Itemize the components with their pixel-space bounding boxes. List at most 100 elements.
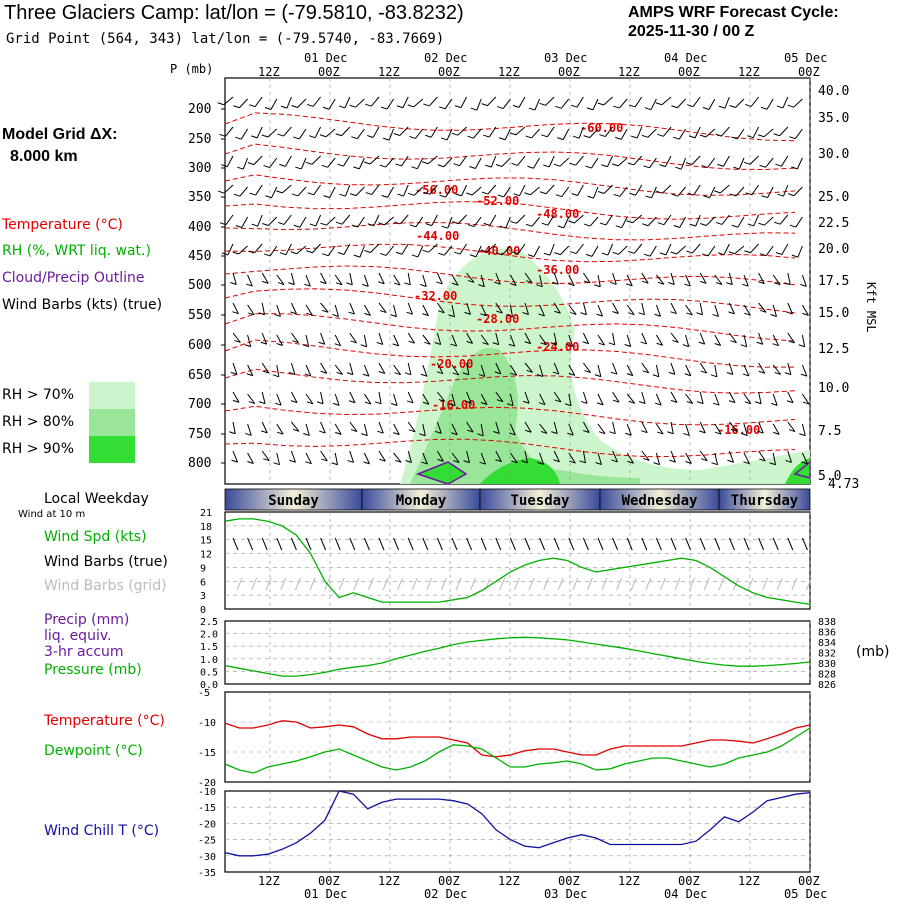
wind-barb-flag: [321, 253, 329, 257]
wind-barb-flag: [441, 225, 448, 229]
wind-barb-shaft: [763, 128, 774, 138]
wind-barb-shaft: [524, 421, 532, 433]
wind-barb-flag: [332, 402, 340, 406]
wind-barb-shaft: [758, 391, 762, 404]
wind-barb-flag: [670, 311, 677, 315]
wind-barb-flag: [218, 190, 225, 194]
height-tick-label: 40.0: [818, 84, 849, 99]
wind-barb-shaft: [532, 157, 541, 169]
wind10-barb: [290, 537, 297, 551]
wind-barb-shaft: [641, 450, 650, 461]
wind-barb-shaft: [626, 364, 634, 376]
wind-barb-shaft: [238, 245, 248, 255]
wind-barb-flag: [669, 459, 676, 463]
wind-barb-shaft: [553, 302, 561, 314]
wind-barb-shaft: [296, 245, 307, 255]
wind-barb-shaft: [665, 243, 672, 256]
wind-barb-shaft: [568, 423, 574, 436]
pressure-tick-label: 500: [188, 278, 211, 293]
wind-barb-shaft: [694, 126, 701, 139]
height-tick-label: 25.0: [818, 190, 849, 205]
wind-barb-flag: [717, 252, 725, 256]
wind-barb-flag: [494, 281, 501, 285]
wind-barb-shaft: [241, 216, 249, 228]
pressure-tick-label: 832: [818, 649, 836, 660]
wind-barb-shaft: [647, 216, 657, 227]
wind-barb-flag: [221, 252, 229, 256]
wind-barb-flag: [601, 164, 608, 168]
wind-barb-flag: [640, 341, 647, 345]
wind-barb-flag: [304, 373, 312, 377]
wind-barb-shaft: [247, 334, 252, 347]
wind-barb-flag: [541, 134, 548, 138]
wind-barb-flag: [711, 462, 718, 466]
wind-tick-label: 21: [200, 508, 212, 519]
wind-barb-flag: [409, 224, 417, 228]
wind-barb-shaft: [422, 393, 430, 405]
wind-barb-flag: [670, 399, 678, 403]
wind-barb-flag: [451, 132, 458, 136]
wind-barb-flag: [231, 459, 238, 463]
wind-barb-flag: [597, 191, 605, 194]
pressure-tick-label: 400: [188, 220, 211, 235]
wind-barb-flag: [406, 400, 414, 404]
wind-barb-flag: [553, 163, 561, 167]
wind-barb-shaft: [787, 421, 796, 432]
wind-barb-flag: [775, 252, 783, 255]
wind-barb-flag: [718, 105, 726, 109]
wind-barb-shaft: [276, 452, 280, 465]
bottom-hour-label: 12Z: [498, 874, 520, 888]
wind-barb-flag: [510, 220, 517, 224]
wind-barb-flag: [478, 373, 486, 377]
wind-barb-shaft: [505, 216, 511, 229]
wind-barb-shaft: [436, 450, 444, 462]
wind-barb-flag: [700, 370, 707, 374]
wind-barb-shaft: [699, 272, 707, 284]
wind10-barb: [495, 537, 502, 551]
wind-barb-flag: [422, 313, 429, 317]
top-hour-label: 12Z: [618, 65, 640, 79]
wind-barb-shaft: [728, 391, 736, 403]
pressure-line: [224, 636, 811, 677]
wind-barb-flag: [555, 105, 562, 109]
wind-barb-shaft: [466, 272, 475, 283]
wind-barb-shaft: [369, 155, 380, 165]
wind-barb-shaft: [422, 364, 428, 377]
wind-barb-flag: [513, 193, 520, 197]
wind-barb-shaft: [524, 302, 529, 315]
wind-barb-shaft: [504, 128, 511, 141]
wind-barb-shaft: [399, 126, 409, 136]
wind-barb-shaft: [334, 452, 338, 465]
bottom-hour-label: 00Z: [318, 874, 340, 888]
temp-tick-label: -15: [198, 748, 216, 759]
wind-barb-shaft: [385, 157, 394, 168]
wind-barb-flag: [787, 104, 794, 108]
wind-barb-flag: [528, 107, 536, 111]
wind-barb-shaft: [416, 157, 424, 169]
wind-barb-shaft: [487, 96, 497, 106]
wind-barb-flag: [758, 370, 765, 374]
wind-barb-shaft: [363, 393, 372, 405]
wind-barb-flag: [570, 104, 578, 108]
wind-barb-shaft: [290, 272, 295, 285]
wind-barb-flag: [318, 341, 325, 345]
legend-cloud: Cloud/Precip Outline: [2, 270, 145, 286]
wind-barb-flag: [467, 135, 474, 139]
wind-barb-shaft: [582, 332, 590, 345]
wind-barb-shaft: [444, 98, 453, 110]
wind-barb-shaft: [691, 155, 701, 165]
wind-barb-shaft: [363, 334, 368, 347]
wind-barb-shaft: [371, 184, 380, 195]
wind-barb-shaft: [459, 243, 468, 255]
wind-barb-shaft: [305, 423, 310, 436]
wind-barb-shaft: [325, 128, 336, 138]
wind-barb-shaft: [313, 184, 322, 196]
wind-barb-flag: [392, 343, 399, 347]
wind-barb-shaft: [597, 334, 605, 346]
wind10-barb: [524, 537, 531, 551]
wind-barb-flag: [611, 459, 618, 463]
wind-barb-shaft: [758, 332, 764, 345]
wind-barb-shaft: [461, 184, 468, 197]
wind-barb-shaft: [341, 126, 351, 137]
wind-barb-flag: [673, 136, 680, 140]
